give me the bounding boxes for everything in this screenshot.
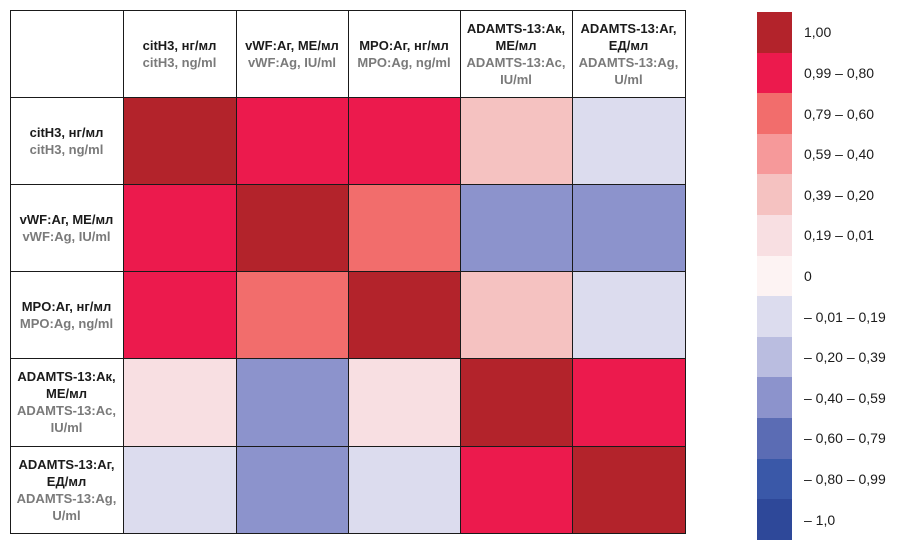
label-ru: citH3, нг/мл [29, 124, 104, 140]
label-ru: ADAMTS-13:Аг, ЕД/мл [580, 20, 677, 53]
grid-line [10, 184, 687, 186]
legend-label: 1,00 [804, 24, 832, 41]
heatmap-cell [460, 358, 572, 446]
legend-swatch [757, 458, 792, 500]
label-en: vWF:Ag, IU/ml [22, 228, 111, 244]
grid-line [10, 97, 687, 99]
legend-swatch [757, 499, 792, 541]
legend-label: 0,19 – 0,01 [804, 227, 875, 244]
legend-swatch [757, 377, 792, 419]
heatmap-cell [460, 97, 572, 184]
legend-swatch [757, 215, 792, 257]
label-en: vWF:Ag, IU/ml [247, 54, 337, 70]
heatmap-cell [348, 97, 460, 184]
label-en: ADAMTS-13:Ag, U/ml [578, 54, 679, 87]
label-ru: ADAMTS-13:Ак, МЕ/мл [466, 20, 566, 53]
legend-swatch [757, 255, 792, 297]
column-header: ADAMTS-13:Аг, ЕД/мл ADAMTS-13:Ag, U/ml [572, 10, 685, 97]
label-en: MPO:Ag, ng/ml [357, 54, 451, 70]
label-ru: vWF:Аг, МЕ/мл [245, 37, 339, 53]
legend-swatch [757, 93, 792, 135]
heatmap-cell [460, 446, 572, 533]
legend-label: 0,79 – 0,60 [804, 105, 875, 122]
grid-line [10, 358, 687, 360]
heatmap-cell [572, 271, 685, 358]
label-ru: ADAMTS-13:Ак, МЕ/мл [17, 369, 116, 401]
heatmap-cell [348, 446, 460, 533]
label-en: citH3, ng/ml [142, 54, 217, 70]
heatmap-cell [348, 358, 460, 446]
row-header: ADAMTS-13:Ак, МЕ/мл ADAMTS-13:Ac, IU/ml [10, 358, 123, 446]
legend-swatch [757, 52, 792, 94]
legend-label: 0,59 – 0,40 [804, 146, 875, 163]
legend-swatch [757, 418, 792, 460]
label-en: citH3, ng/ml [29, 141, 104, 157]
row-header: citH3, нг/мл citH3, ng/ml [10, 97, 123, 184]
grid-line [10, 446, 687, 448]
heatmap-cell [348, 184, 460, 271]
heatmap-cell [236, 184, 348, 271]
legend-label: 0,39 – 0,20 [804, 186, 875, 203]
row-header: MPO:Аг, нг/мл MPO:Ag, ng/ml [10, 271, 123, 358]
heatmap-cell [236, 271, 348, 358]
heatmap-cell [123, 184, 236, 271]
column-header: MPO:Аг, нг/мл MPO:Ag, ng/ml [348, 10, 460, 97]
legend-swatch [757, 12, 792, 54]
column-header: ADAMTS-13:Ак, МЕ/мл ADAMTS-13:Ac, IU/ml [460, 10, 572, 97]
label-ru: MPO:Аг, нг/мл [359, 37, 449, 53]
row-header: ADAMTS-13:Аг, ЕД/мл ADAMTS-13:Ag, U/ml [10, 446, 123, 533]
heatmap-cell [123, 358, 236, 446]
label-en: ADAMTS-13:Ac, IU/ml [466, 54, 566, 87]
heatmap-cell [460, 271, 572, 358]
heatmap-cell [123, 97, 236, 184]
column-header: citH3, нг/мл citH3, ng/ml [123, 10, 236, 97]
legend-swatch [757, 336, 792, 378]
heatmap-cell [348, 271, 460, 358]
row-header: vWF:Аг, МЕ/мл vWF:Ag, IU/ml [10, 184, 123, 271]
label-en: ADAMTS-13:Ac, IU/ml [17, 403, 116, 435]
legend-label: – 0,20 – 0,39 [804, 349, 886, 366]
heatmap-cell [123, 446, 236, 533]
heatmap-cell [572, 358, 685, 446]
heatmap-cell [572, 184, 685, 271]
label-en: ADAMTS-13:Ag, U/ml [16, 490, 117, 523]
grid-line [10, 10, 687, 12]
legend-swatch [757, 174, 792, 216]
heatmap-cell [123, 271, 236, 358]
label-ru: citH3, нг/мл [142, 37, 217, 53]
label-ru: vWF:Аг, МЕ/мл [19, 211, 114, 227]
legend-label: – 0,01 – 0,19 [804, 308, 886, 325]
label-en: MPO:Ag, ng/ml [19, 315, 114, 331]
heatmap-cell [236, 97, 348, 184]
heatmap-cell [236, 358, 348, 446]
legend-label: – 0,60 – 0,79 [804, 430, 886, 447]
heatmap-cell [572, 446, 685, 533]
label-ru: MPO:Аг, нг/мл [21, 298, 112, 314]
heatmap-cell [460, 184, 572, 271]
label-ru: ADAMTS-13:Аг, ЕД/мл [18, 456, 115, 489]
heatmap-cell [572, 97, 685, 184]
legend-swatch [757, 296, 792, 338]
column-header: vWF:Аг, МЕ/мл vWF:Ag, IU/ml [236, 10, 348, 97]
legend-label: 0,99 – 0,80 [804, 64, 875, 81]
grid-line [10, 533, 687, 535]
heatmap-cell [236, 446, 348, 533]
legend-label: – 0,40 – 0,59 [804, 389, 886, 406]
legend-label: – 1,0 [804, 511, 836, 528]
legend-label: – 0,80 – 0,99 [804, 470, 886, 487]
legend-label: 0 [804, 267, 812, 284]
grid-line [10, 271, 687, 273]
legend-swatch [757, 133, 792, 175]
